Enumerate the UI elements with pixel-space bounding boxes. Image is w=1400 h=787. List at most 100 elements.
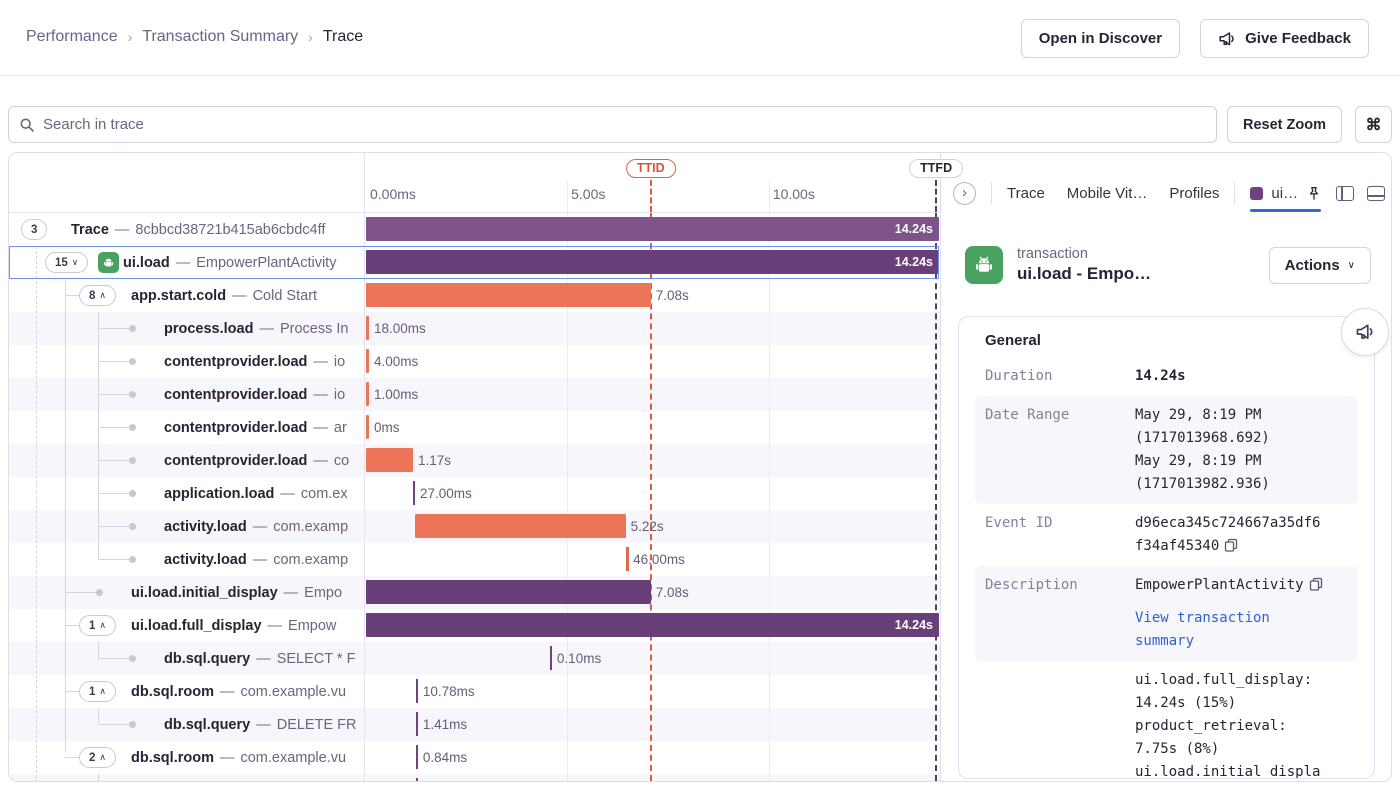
span-description: ar xyxy=(333,419,347,436)
span-row[interactable]: ui.load.full_display — Empow 1 ∧ 14.24s xyxy=(9,609,940,642)
trace-root-row[interactable]: Trace —8cbbcd38721b415ab6cbdc4ff 3 14.24s xyxy=(9,213,940,246)
span-tick[interactable] xyxy=(412,481,416,505)
marker-badge-ttid[interactable]: TTID xyxy=(625,159,676,178)
breadcrumb-item[interactable]: Performance xyxy=(26,28,118,45)
search-icon xyxy=(19,117,35,133)
kv-value: EmpowerPlantActivity View transaction sum… xyxy=(1135,574,1325,653)
tab-active-transaction[interactable]: ui… xyxy=(1250,185,1321,212)
layout-bottom-icon[interactable] xyxy=(1367,185,1386,201)
shortcut-key-button[interactable]: ⌘ xyxy=(1355,106,1392,143)
tree-connector xyxy=(98,327,129,329)
tab-mobilevit[interactable]: Mobile Vit… xyxy=(1066,184,1148,202)
span-bar[interactable] xyxy=(366,415,369,439)
span-bar[interactable] xyxy=(366,382,369,406)
span-tree-cell: db.sql.room — com.example.vu xyxy=(131,749,347,766)
span-op: contentprovider.load xyxy=(164,386,308,403)
span-description: com.ex xyxy=(300,485,348,502)
span-row[interactable]: process.load — Process In 18.00ms xyxy=(9,312,940,345)
tree-connector xyxy=(98,642,99,659)
span-row[interactable]: db.sql.room — com.example.vu 1 ∧ 10.78ms xyxy=(9,675,940,708)
span-row[interactable]: contentprovider.load — co 1.17s xyxy=(9,444,940,477)
span-bar[interactable] xyxy=(366,283,651,307)
span-tick[interactable] xyxy=(415,778,419,781)
span-row[interactable]: contentprovider.load — ar 0ms xyxy=(9,411,940,444)
span-connector-dot xyxy=(129,655,136,662)
span-count-badge[interactable]: 3 xyxy=(21,219,48,240)
details-panel: › Trace Mobile Vit… Profiles ui… xyxy=(940,153,1391,781)
pin-icon[interactable] xyxy=(1306,186,1321,201)
span-row[interactable]: db.sql.query — SELECT * F 0.10ms xyxy=(9,642,940,675)
layout-left-icon[interactable] xyxy=(1336,185,1355,201)
span-row[interactable]: contentprovider.load — io 4.00ms xyxy=(9,345,940,378)
span-tree-cell: app.start.cold — Cold Start xyxy=(131,287,318,304)
span-count-badge[interactable]: 1 ∧ xyxy=(79,615,116,636)
span-tick[interactable] xyxy=(415,745,419,769)
span-bar[interactable] xyxy=(366,349,369,373)
kv-row-event-id: Event ID d96eca345c724667a35df6f34af45340 xyxy=(975,504,1358,566)
open-in-discover-label: Open in Discover xyxy=(1038,30,1163,47)
kv-value-line: May 29, 8:19 PM xyxy=(1135,407,1262,423)
span-row[interactable]: db.sql.query—INSERT OR 2.70ms xyxy=(9,774,940,781)
span-tick[interactable] xyxy=(415,712,419,736)
tree-timeline-divider[interactable] xyxy=(364,153,365,781)
tree-connector xyxy=(65,756,79,758)
tree-connector xyxy=(98,426,129,428)
span-row[interactable]: ui.load — EmpowerPlantActivity 15 ∨ 14.24s xyxy=(9,246,940,279)
span-count-badge[interactable]: 1 ∧ xyxy=(79,681,116,702)
span-bar[interactable] xyxy=(415,514,626,538)
feedback-float-button[interactable] xyxy=(1341,308,1389,356)
open-in-discover-button[interactable]: Open in Discover xyxy=(1020,19,1181,58)
span-description: io xyxy=(333,386,346,403)
gridline xyxy=(768,180,770,212)
span-tick[interactable] xyxy=(626,547,629,571)
span-row[interactable]: activity.load — com.examp 46.00ms xyxy=(9,543,940,576)
breadcrumb-item[interactable]: Transaction Summary xyxy=(142,28,299,45)
span-tick[interactable] xyxy=(549,646,553,670)
span-row[interactable]: ui.load.initial_display — Empo 7.08s xyxy=(9,576,940,609)
span-row[interactable]: db.sql.query — DELETE FR 1.41ms xyxy=(9,708,940,741)
span-bar[interactable] xyxy=(366,448,413,472)
span-duration-label: 2.70ms xyxy=(423,774,467,781)
marker-badge-ttfd[interactable]: TTFD xyxy=(909,159,964,178)
kv-value-line: (1717013968.692) xyxy=(1135,430,1270,446)
give-feedback-button[interactable]: Give Feedback xyxy=(1200,19,1369,58)
kv-label: Description xyxy=(985,577,1078,593)
copy-icon[interactable] xyxy=(1309,577,1323,591)
view-transaction-summary-link[interactable]: View transaction summary xyxy=(1135,610,1270,649)
span-description: Empo xyxy=(304,584,343,601)
span-bar[interactable] xyxy=(366,316,369,340)
span-row[interactable]: contentprovider.load — io 1.00ms xyxy=(9,378,940,411)
span-tree-cell: application.load — com.ex xyxy=(164,485,348,502)
actions-button[interactable]: Actions ∨ xyxy=(1268,246,1371,284)
span-row[interactable]: app.start.cold — Cold Start 8 ∧ 7.08s xyxy=(9,279,940,312)
tab-profiles[interactable]: Profiles xyxy=(1169,184,1220,202)
span-op: ui.load xyxy=(123,254,170,271)
reset-zoom-button[interactable]: Reset Zoom xyxy=(1227,106,1342,143)
kv-label: Duration xyxy=(985,368,1053,384)
give-feedback-label: Give Feedback xyxy=(1245,30,1351,47)
span-connector-dot xyxy=(129,424,136,431)
tab-trace[interactable]: Trace xyxy=(1007,184,1045,202)
kv-label: Date Range xyxy=(985,407,1070,423)
top-bar: Performance › Transaction Summary › Trace Op… xyxy=(0,0,1400,76)
span-bar[interactable] xyxy=(366,580,651,604)
span-bar[interactable]: 14.24s xyxy=(366,250,939,274)
span-row[interactable]: application.load — com.ex 27.00ms xyxy=(9,477,940,510)
search-input[interactable] xyxy=(43,116,1206,133)
span-row[interactable]: db.sql.room — com.example.vu 2 ∧ 0.84ms xyxy=(9,741,940,774)
span-count-badge[interactable]: 8 ∧ xyxy=(79,285,116,306)
expand-panel-button[interactable]: › xyxy=(953,181,976,205)
span-row[interactable]: activity.load — com.examp 5.22s xyxy=(9,510,940,543)
span-tick[interactable] xyxy=(415,679,419,703)
copy-icon[interactable] xyxy=(1224,538,1238,552)
span-description: Cold Start xyxy=(252,287,318,304)
breadcrumb-item[interactable]: Trace xyxy=(322,28,364,45)
span-bar[interactable]: 14.24s xyxy=(366,613,939,637)
span-count-badge[interactable]: 15 ∨ xyxy=(45,252,89,273)
span-count-badge[interactable]: 2 ∧ xyxy=(79,747,116,768)
kv-value: ui.load.full_display: 14.24s (15%) produc… xyxy=(1135,669,1325,778)
span-bar[interactable]: 14.24s xyxy=(366,217,939,241)
span-duration-label: 4.00ms xyxy=(374,354,419,369)
span-op: contentprovider.load xyxy=(164,353,308,370)
span-description: com.examp xyxy=(273,518,349,535)
